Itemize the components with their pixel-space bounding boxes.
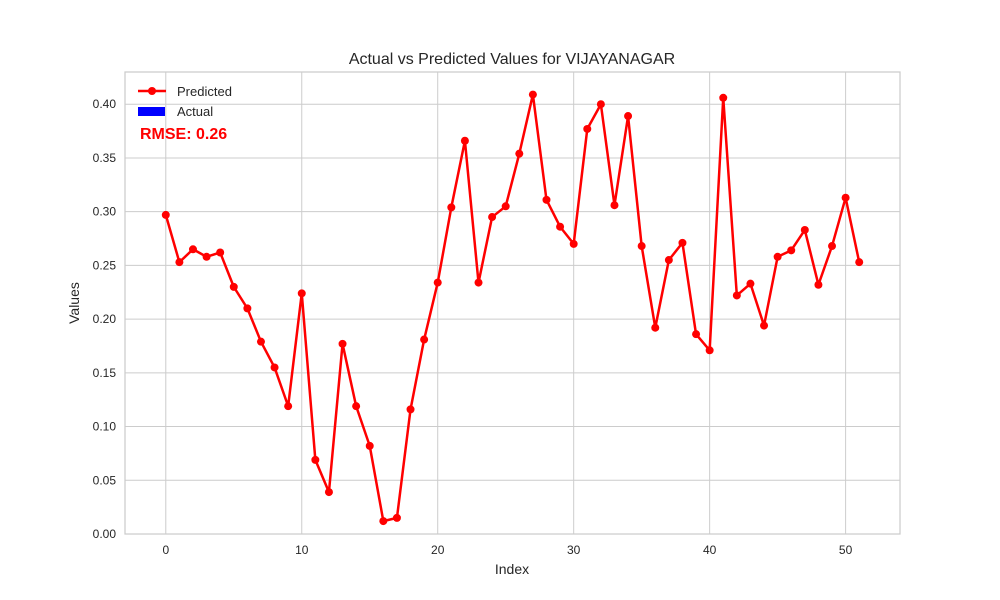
predicted-point xyxy=(515,149,524,158)
predicted-point xyxy=(569,239,578,248)
predicted-point xyxy=(542,195,551,204)
rmse-annotation: RMSE: 0.26 xyxy=(140,126,227,143)
predicted-point xyxy=(352,402,361,411)
predicted-point xyxy=(243,304,252,313)
predicted-point xyxy=(270,363,279,372)
predicted-point xyxy=(664,256,673,265)
predicted-point xyxy=(216,248,225,257)
legend: Predicted Actual RMSE: 0.26 xyxy=(138,84,232,143)
legend-actual-label: Actual xyxy=(177,104,213,119)
predicted-point xyxy=(188,245,197,254)
series-layer xyxy=(161,90,864,526)
predicted-point xyxy=(637,242,646,251)
predicted-point xyxy=(855,258,864,267)
y-tick-label: 0.20 xyxy=(93,312,117,326)
predicted-point xyxy=(420,335,429,344)
plot-background xyxy=(125,72,900,534)
predicted-point xyxy=(338,339,347,348)
y-tick-label: 0.35 xyxy=(93,151,117,165)
predicted-point xyxy=(692,330,701,339)
legend-predicted-label: Predicted xyxy=(177,84,232,99)
predicted-point xyxy=(460,136,469,145)
predicted-point xyxy=(297,289,306,298)
x-tick-label: 50 xyxy=(839,543,853,557)
predicted-point xyxy=(324,488,333,497)
predicted-point xyxy=(583,124,592,133)
predicted-point xyxy=(841,193,850,202)
predicted-point xyxy=(719,93,728,102)
predicted-point xyxy=(161,210,170,219)
legend-predicted-marker xyxy=(148,87,156,95)
y-tick-label: 0.05 xyxy=(93,473,117,487)
predicted-point xyxy=(800,225,809,234)
predicted-point xyxy=(624,112,633,121)
predicted-point xyxy=(787,246,796,255)
predicted-point xyxy=(678,238,687,247)
predicted-point xyxy=(596,100,605,109)
predicted-point xyxy=(705,346,714,355)
x-tick-label: 40 xyxy=(703,543,717,557)
y-tick-label: 0.10 xyxy=(93,420,117,434)
y-tick-label: 0.30 xyxy=(93,205,117,219)
predicted-point xyxy=(746,279,755,288)
predicted-point xyxy=(311,455,320,464)
predicted-point xyxy=(651,323,660,332)
predicted-point xyxy=(406,405,415,414)
predicted-line xyxy=(164,93,861,523)
predicted-point xyxy=(392,513,401,522)
y-ticks: 0.00 0.05 0.10 0.15 0.20 0.25 0.30 0.35 0.40 xyxy=(93,97,117,541)
chart-title: Actual vs Predicted Values for VIJAYANAG… xyxy=(349,51,675,68)
y-axis-label: Values xyxy=(66,282,82,324)
predicted-point xyxy=(433,278,442,287)
predicted-point xyxy=(760,321,769,330)
predicted-point xyxy=(284,402,293,411)
y-tick-label: 0.00 xyxy=(93,527,117,541)
predicted-point xyxy=(229,282,238,291)
y-tick-label: 0.40 xyxy=(93,97,117,111)
y-tick-label: 0.25 xyxy=(93,258,117,272)
predicted-point xyxy=(175,258,184,267)
predicted-point xyxy=(610,201,619,210)
legend-actual-swatch xyxy=(138,107,165,116)
predicted-point xyxy=(501,202,510,211)
plot-frame xyxy=(124,71,901,535)
y-tick-label: 0.15 xyxy=(93,366,117,380)
predicted-point xyxy=(528,90,537,99)
x-tick-label: 10 xyxy=(295,543,309,557)
grid xyxy=(125,72,900,535)
predicted-point xyxy=(256,337,265,346)
x-tick-label: 30 xyxy=(567,543,581,557)
predicted-point xyxy=(488,213,497,222)
x-ticks: 0 10 20 30 40 50 xyxy=(162,543,852,557)
predicted-point xyxy=(202,252,211,261)
x-tick-label: 20 xyxy=(431,543,445,557)
predicted-point xyxy=(773,252,782,261)
x-tick-label: 0 xyxy=(162,543,169,557)
x-axis-label: Index xyxy=(495,561,529,577)
predicted-point xyxy=(556,222,565,231)
predicted-point xyxy=(474,278,483,287)
predicted-point xyxy=(732,291,741,300)
predicted-point xyxy=(828,242,837,251)
predicted-point xyxy=(379,517,388,526)
predicted-point xyxy=(447,203,456,212)
predicted-point xyxy=(814,280,823,289)
predicted-point xyxy=(365,441,374,450)
